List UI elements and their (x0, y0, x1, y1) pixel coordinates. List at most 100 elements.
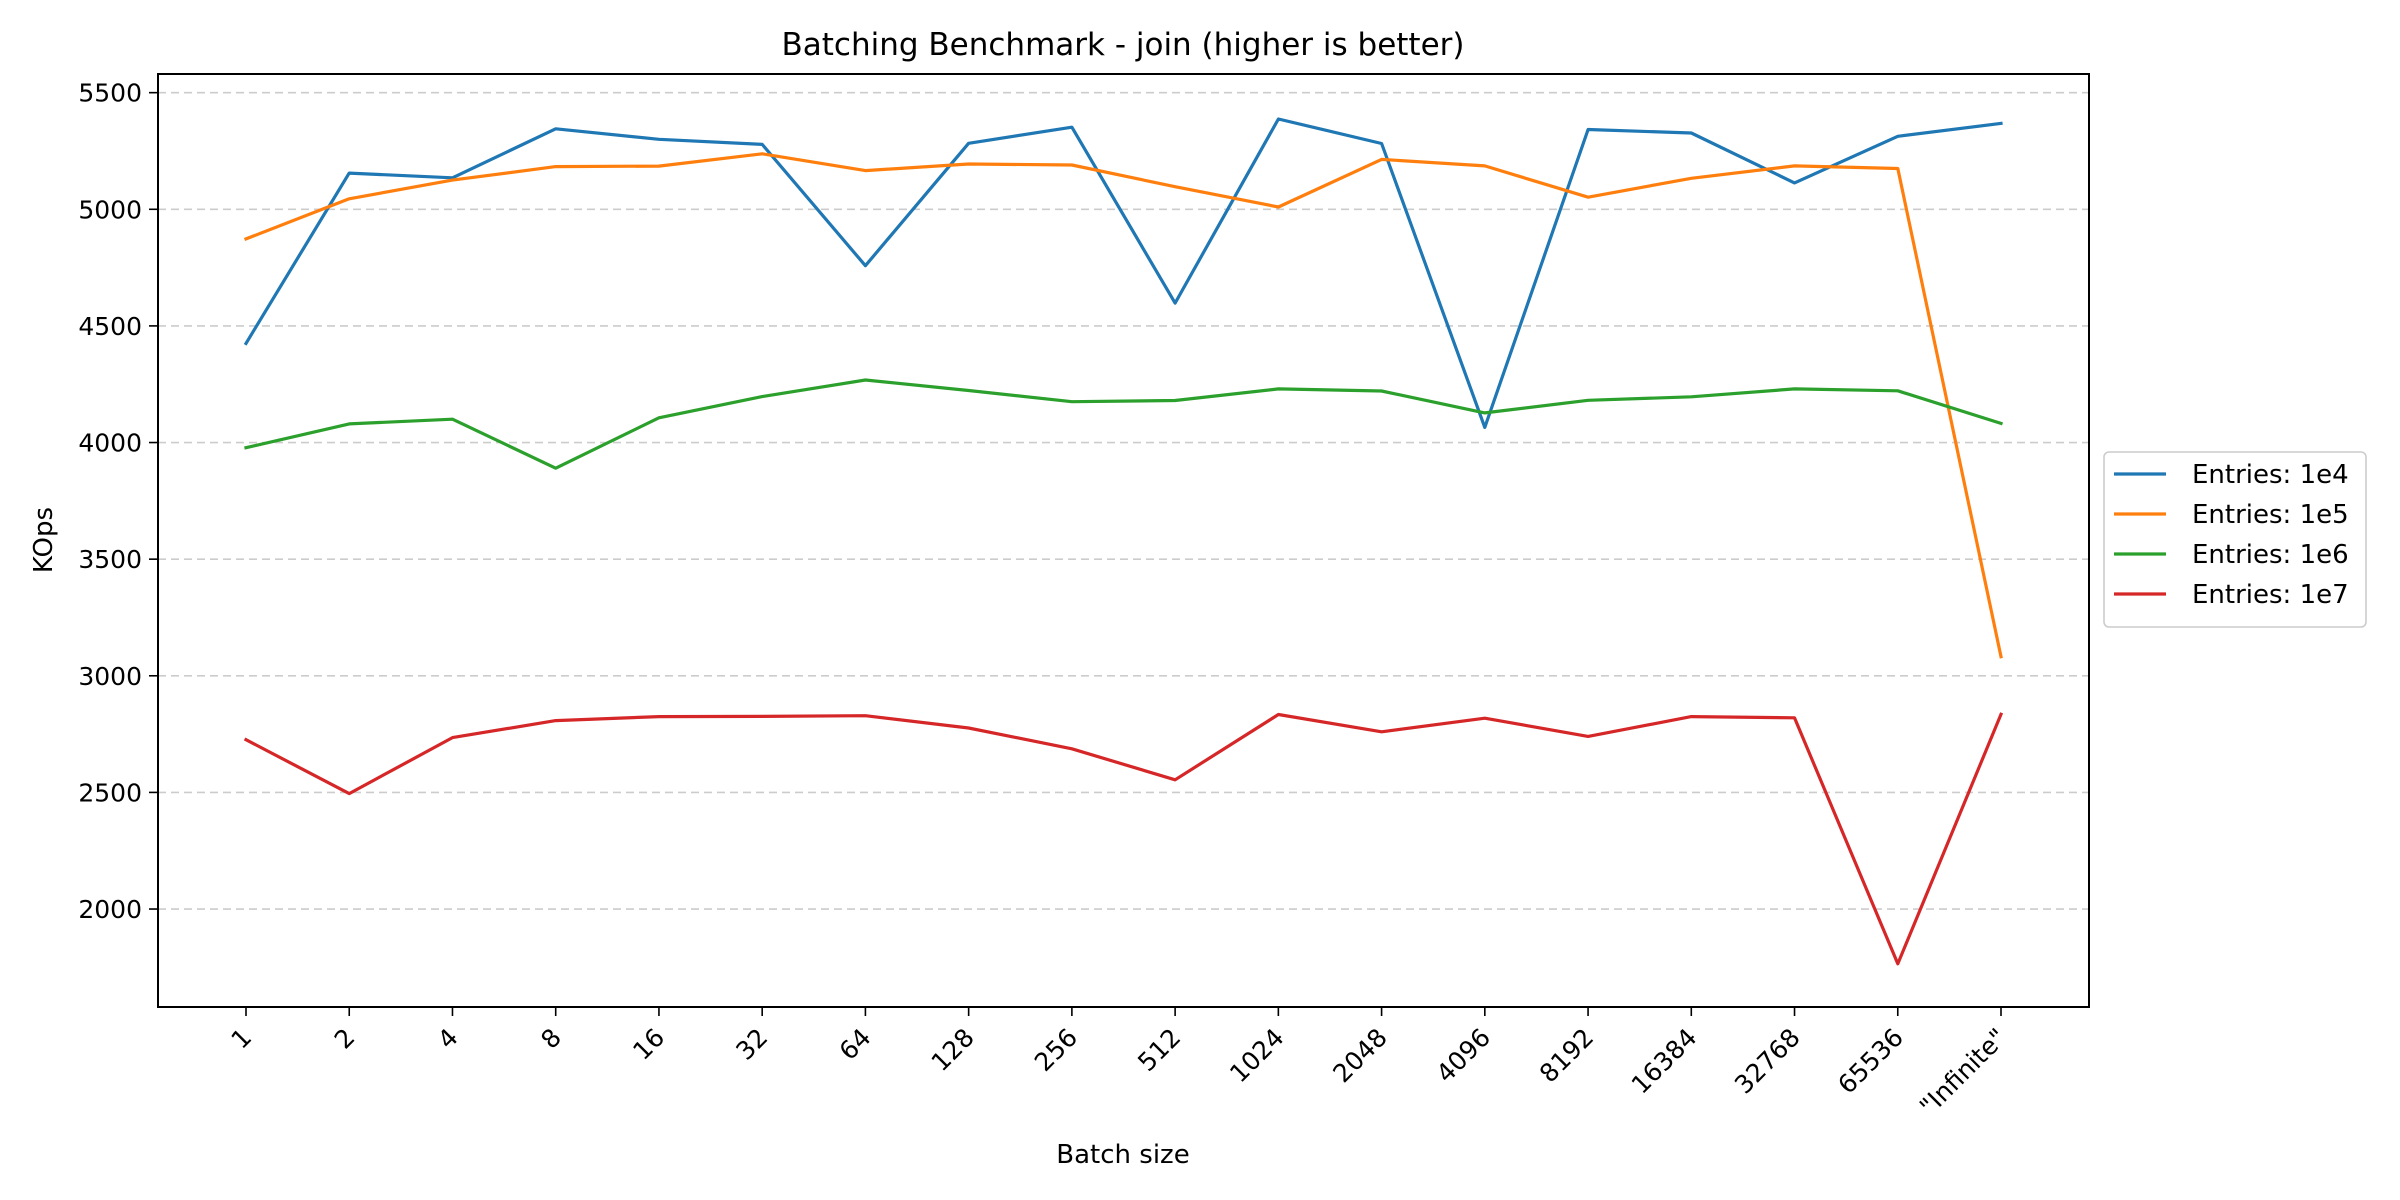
data-point (967, 142, 970, 145)
data-point (451, 418, 454, 421)
data-point (1380, 389, 1383, 393)
data-point (864, 378, 867, 382)
data-point (244, 446, 248, 449)
y-tick-label: 5000 (78, 195, 142, 224)
data-point (244, 237, 248, 241)
data-point (348, 422, 351, 426)
data-point (1380, 142, 1383, 145)
data-point (1173, 301, 1177, 305)
legend-entry: Entries: 1e5 (2192, 500, 2349, 530)
data-point (244, 342, 248, 345)
data-point (657, 416, 661, 420)
data-point (1380, 730, 1383, 733)
x-axis-label: Batch size (1056, 1140, 1189, 1170)
y-tick-label: 4000 (78, 429, 142, 458)
plot-area-frame (157, 73, 2090, 1008)
data-point (967, 726, 970, 730)
gridlines (158, 91, 2089, 910)
series-2 (243, 152, 2003, 659)
series-line (243, 117, 2003, 429)
data-point (1070, 400, 1074, 403)
data-point (1586, 399, 1590, 402)
data-point (1690, 131, 1693, 135)
legend-entry: Entries: 1e7 (2192, 580, 2349, 610)
data-point (1793, 181, 1796, 185)
data-point (1999, 713, 2003, 716)
data-point (1690, 395, 1693, 399)
data-point (1793, 387, 1796, 391)
data-point (348, 197, 351, 200)
data-point (1586, 195, 1590, 199)
series-4 (243, 712, 2004, 966)
y-axis: 2000 2500 3000 3500 4000 4500 5000 5500 (78, 79, 158, 924)
data-point (1483, 717, 1487, 720)
data-point (1173, 185, 1177, 188)
data-point (1896, 389, 1899, 392)
data-point (1483, 411, 1487, 415)
data-point (554, 466, 557, 470)
series-layer (243, 117, 2004, 966)
data-point (1483, 164, 1487, 168)
legend-entry: Entries: 1e6 (2192, 540, 2349, 570)
y-axis-label: KOps (29, 507, 59, 573)
data-point (1896, 167, 1899, 170)
data-point (1277, 387, 1280, 391)
series-line (244, 378, 2004, 470)
data-point (554, 165, 557, 168)
data-point (1173, 778, 1177, 782)
data-point (1277, 117, 1280, 121)
data-point (1999, 655, 2003, 658)
y-tick-label: 3000 (78, 662, 142, 691)
data-point (1793, 164, 1796, 168)
data-point (967, 389, 970, 392)
data-point (1690, 177, 1693, 180)
data-point (554, 719, 557, 722)
data-point (1277, 713, 1280, 716)
data-point (348, 792, 351, 795)
data-point (864, 264, 867, 267)
y-tick-label: 4500 (78, 312, 142, 341)
data-point (967, 162, 970, 166)
data-point (657, 164, 661, 168)
data-point (1999, 122, 2003, 125)
data-point (1999, 422, 2003, 425)
data-point (864, 169, 867, 172)
data-point (760, 143, 764, 146)
data-point (1070, 163, 1074, 167)
data-point (1173, 399, 1177, 402)
data-point (554, 127, 557, 131)
y-tick-label: 2000 (78, 895, 142, 924)
data-point (451, 736, 454, 739)
data-point (1896, 135, 1899, 138)
series-line (243, 152, 2003, 659)
series-line (243, 712, 2004, 966)
y-tick-label: 2500 (78, 778, 142, 807)
data-point (348, 171, 351, 175)
data-point (1586, 735, 1590, 738)
series-3 (244, 378, 2004, 470)
data-point (1070, 125, 1074, 129)
data-point (1793, 716, 1796, 719)
data-point (1896, 962, 1899, 966)
legend-entry: Entries: 1e4 (2192, 460, 2349, 490)
legend: Entries: 1e4 Entries: 1e5 Entries: 1e6 Entr… (2103, 451, 2367, 628)
series-1 (243, 117, 2003, 429)
data-point (1586, 128, 1590, 131)
data-point (1070, 747, 1074, 750)
y-tick-label: 3500 (78, 545, 142, 574)
y-tick-label: 5500 (78, 79, 142, 108)
data-point (760, 395, 764, 398)
data-point (864, 714, 867, 717)
data-point (244, 738, 248, 741)
data-point (657, 715, 661, 718)
data-point (1483, 426, 1487, 429)
chart-title: Batching Benchmark - join (higher is bet… (782, 27, 1465, 63)
data-point (1690, 715, 1693, 718)
data-point (760, 715, 764, 718)
legend-box (2103, 451, 2367, 628)
data-point (451, 176, 454, 179)
data-point (451, 178, 454, 182)
data-point (1277, 205, 1280, 209)
data-point (760, 152, 764, 155)
